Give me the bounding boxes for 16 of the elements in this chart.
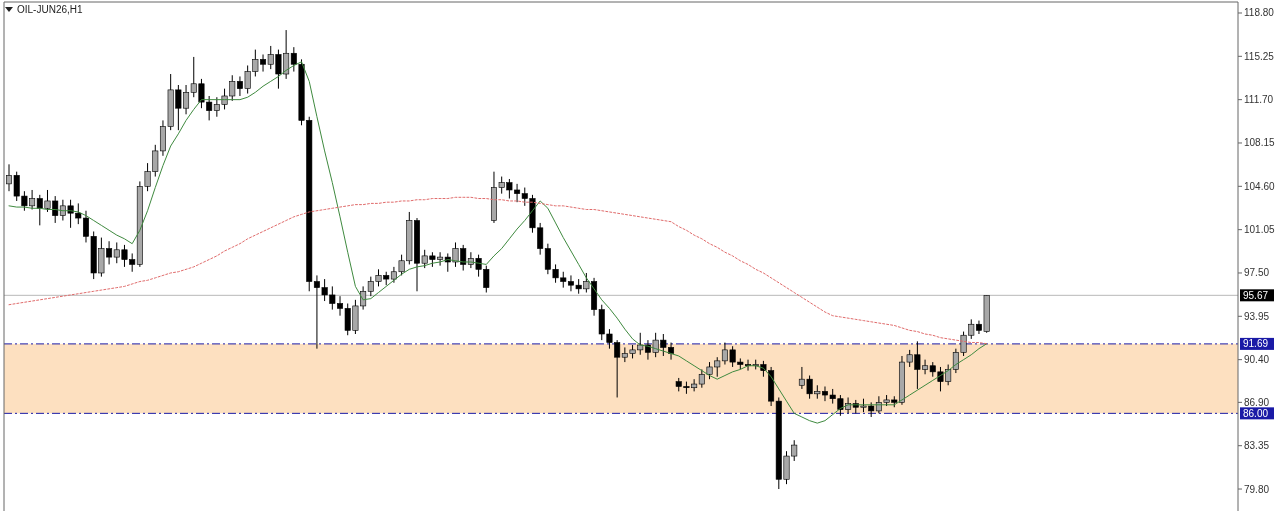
ref-line-label: 91.69 (1243, 338, 1269, 350)
y-tick-label: 101.05 (1244, 224, 1276, 236)
ref-line-label: 86.00 (1243, 407, 1269, 419)
y-tick-label: 93.95 (1244, 310, 1270, 322)
y-tick-label: 115.25 (1244, 50, 1275, 62)
y-tick-label: 111.70 (1244, 94, 1274, 106)
y-tick-label: 108.15 (1244, 137, 1276, 149)
y-tick-label: 118.80 (1244, 7, 1275, 19)
y-tick-label: 86.90 (1244, 396, 1270, 408)
y-tick-label: 90.40 (1244, 354, 1270, 366)
y-tick-label: 104.60 (1244, 180, 1276, 192)
y-tick-label: 83.35 (1244, 440, 1270, 452)
y-tick-label: 79.80 (1244, 483, 1270, 495)
y-tick-label: 97.50 (1244, 267, 1270, 279)
ref-line-label: 95.67 (1243, 289, 1269, 301)
chart-title: OIL-JUN26,H1 (17, 4, 84, 15)
